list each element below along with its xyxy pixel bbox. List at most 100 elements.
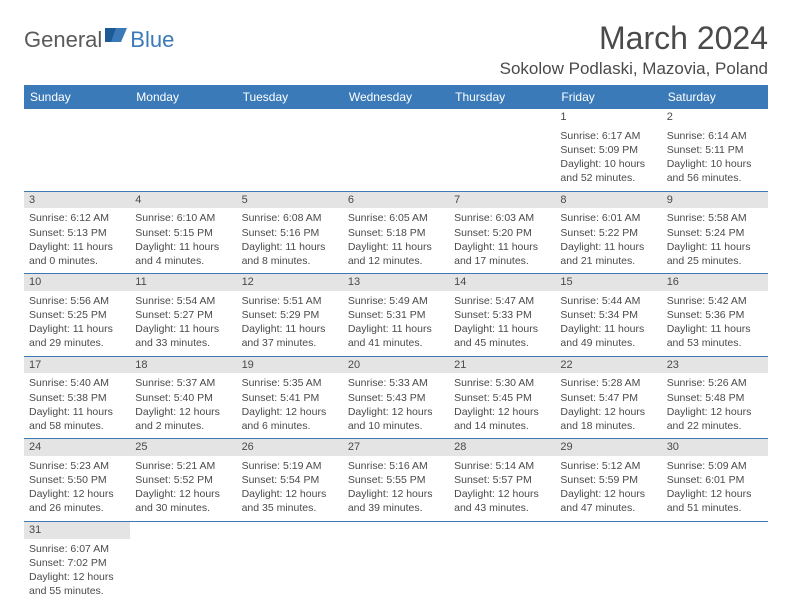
calendar-row: 31Sunrise: 6:07 AMSunset: 7:02 PMDayligh… [24,521,768,603]
sunset-text: Sunset: 5:40 PM [135,391,231,405]
day-number: 18 [130,357,236,374]
sunrise-text: Sunrise: 6:01 AM [560,211,656,225]
sunset-text: Sunset: 5:27 PM [135,308,231,322]
day-number: 23 [662,357,768,374]
daylight-text: and 29 minutes. [29,336,125,350]
sunset-text: Sunset: 5:34 PM [560,308,656,322]
daylight-text: Daylight: 11 hours [29,405,125,419]
day-header: Saturday [662,85,768,109]
sunset-text: Sunset: 5:16 PM [242,226,338,240]
calendar-cell: 13Sunrise: 5:49 AMSunset: 5:31 PMDayligh… [343,274,449,357]
sunset-text: Sunset: 5:54 PM [242,473,338,487]
day-number: 5 [237,192,343,209]
daylight-text: and 18 minutes. [560,419,656,433]
sunset-text: Sunset: 5:31 PM [348,308,444,322]
calendar-cell: 20Sunrise: 5:33 AMSunset: 5:43 PMDayligh… [343,356,449,439]
calendar-cell-empty [237,521,343,603]
sunset-text: Sunset: 5:50 PM [29,473,125,487]
calendar-row: 3Sunrise: 6:12 AMSunset: 5:13 PMDaylight… [24,191,768,274]
calendar-cell-empty [662,521,768,603]
day-number: 15 [555,274,661,291]
sunrise-text: Sunrise: 6:10 AM [135,211,231,225]
daylight-text: and 35 minutes. [242,501,338,515]
calendar-cell: 30Sunrise: 5:09 AMSunset: 6:01 PMDayligh… [662,439,768,522]
day-number: 19 [237,357,343,374]
day-number: 22 [555,357,661,374]
daylight-text: and 41 minutes. [348,336,444,350]
daylight-text: Daylight: 11 hours [135,322,231,336]
daylight-text: and 47 minutes. [560,501,656,515]
calendar-row: 17Sunrise: 5:40 AMSunset: 5:38 PMDayligh… [24,356,768,439]
day-number: 29 [555,439,661,456]
daylight-text: Daylight: 10 hours [560,157,656,171]
day-header: Sunday [24,85,130,109]
daylight-text: and 58 minutes. [29,419,125,433]
sunrise-text: Sunrise: 5:33 AM [348,376,444,390]
day-number: 10 [24,274,130,291]
day-number: 24 [24,439,130,456]
sunrise-text: Sunrise: 6:14 AM [667,129,763,143]
sunset-text: Sunset: 5:22 PM [560,226,656,240]
sunrise-text: Sunrise: 6:08 AM [242,211,338,225]
sunset-text: Sunset: 5:15 PM [135,226,231,240]
sunrise-text: Sunrise: 5:54 AM [135,294,231,308]
daylight-text: Daylight: 12 hours [29,487,125,501]
sunset-text: Sunset: 5:24 PM [667,226,763,240]
daylight-text: and 51 minutes. [667,501,763,515]
daylight-text: and 45 minutes. [454,336,550,350]
day-number: 6 [343,192,449,209]
sunset-text: Sunset: 5:36 PM [667,308,763,322]
sunset-text: Sunset: 5:11 PM [667,143,763,157]
daylight-text: Daylight: 12 hours [29,570,125,584]
sunrise-text: Sunrise: 5:51 AM [242,294,338,308]
sunset-text: Sunset: 5:55 PM [348,473,444,487]
sunset-text: Sunset: 5:47 PM [560,391,656,405]
sunrise-text: Sunrise: 5:49 AM [348,294,444,308]
day-number: 17 [24,357,130,374]
sunrise-text: Sunrise: 6:03 AM [454,211,550,225]
daylight-text: Daylight: 11 hours [135,240,231,254]
calendar-body: 1Sunrise: 6:17 AMSunset: 5:09 PMDaylight… [24,109,768,603]
sunrise-text: Sunrise: 6:07 AM [29,542,125,556]
calendar-cell-empty [130,521,236,603]
sunrise-text: Sunrise: 6:12 AM [29,211,125,225]
daylight-text: and 37 minutes. [242,336,338,350]
calendar-cell-empty [343,521,449,603]
calendar-cell: 1Sunrise: 6:17 AMSunset: 5:09 PMDaylight… [555,109,661,191]
daylight-text: and 8 minutes. [242,254,338,268]
sunrise-text: Sunrise: 5:26 AM [667,376,763,390]
daylight-text: and 6 minutes. [242,419,338,433]
calendar-cell: 3Sunrise: 6:12 AMSunset: 5:13 PMDaylight… [24,191,130,274]
calendar-cell: 7Sunrise: 6:03 AMSunset: 5:20 PMDaylight… [449,191,555,274]
sunrise-text: Sunrise: 5:44 AM [560,294,656,308]
daylight-text: and 2 minutes. [135,419,231,433]
brand-logo: General Blue [24,26,174,53]
daylight-text: Daylight: 11 hours [667,322,763,336]
calendar-cell-empty [237,109,343,191]
daylight-text: Daylight: 12 hours [135,405,231,419]
day-header-row: Sunday Monday Tuesday Wednesday Thursday… [24,85,768,109]
calendar-cell: 26Sunrise: 5:19 AMSunset: 5:54 PMDayligh… [237,439,343,522]
brand-part2: Blue [130,27,174,53]
daylight-text: Daylight: 12 hours [242,487,338,501]
sunrise-text: Sunrise: 5:56 AM [29,294,125,308]
sunrise-text: Sunrise: 5:09 AM [667,459,763,473]
calendar-cell: 10Sunrise: 5:56 AMSunset: 5:25 PMDayligh… [24,274,130,357]
day-number: 13 [343,274,449,291]
daylight-text: Daylight: 11 hours [454,322,550,336]
calendar-cell: 12Sunrise: 5:51 AMSunset: 5:29 PMDayligh… [237,274,343,357]
day-header: Tuesday [237,85,343,109]
month-title: March 2024 [500,20,768,57]
day-number: 30 [662,439,768,456]
sunset-text: Sunset: 5:25 PM [29,308,125,322]
sunrise-text: Sunrise: 5:19 AM [242,459,338,473]
sunrise-text: Sunrise: 5:16 AM [348,459,444,473]
calendar-cell: 25Sunrise: 5:21 AMSunset: 5:52 PMDayligh… [130,439,236,522]
daylight-text: and 49 minutes. [560,336,656,350]
sunset-text: Sunset: 5:41 PM [242,391,338,405]
sunrise-text: Sunrise: 5:23 AM [29,459,125,473]
daylight-text: Daylight: 11 hours [348,240,444,254]
day-number: 8 [555,192,661,209]
daylight-text: and 52 minutes. [560,171,656,185]
daylight-text: and 25 minutes. [667,254,763,268]
